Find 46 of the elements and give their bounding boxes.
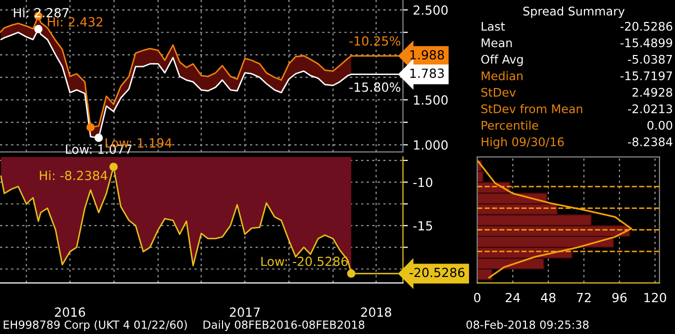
category-label: StDev from Mean — [481, 104, 582, 114]
category-label: Mean — [482, 38, 512, 48]
annotation: Hi: -8.2384 — [40, 170, 108, 180]
x-tick-label: 96 — [612, 292, 627, 302]
text: -15.4899 — [620, 38, 672, 48]
y-tick-label: 1.500 — [414, 95, 448, 105]
category-label: High 09/30/16 — [482, 137, 564, 149]
x-tick-label: 2018 — [361, 307, 392, 317]
text: 08-Feb-2018 09:25:38 — [466, 320, 589, 329]
y-tick-label: 2.500 — [414, 5, 448, 15]
category-label: Last — [482, 22, 505, 31]
x-tick-label: 2017 — [230, 307, 260, 317]
annotation: Hi: 2.432 — [48, 16, 102, 27]
text: Daily 08FEB2016-08FEB2018 — [204, 320, 364, 332]
x-tick-label: 0 — [474, 292, 480, 302]
y-tick-label: 1.000 — [414, 140, 448, 150]
annotation: 1.783 — [410, 68, 444, 78]
text: -2.0213 — [628, 104, 672, 114]
y-tick-label: -15 — [413, 221, 432, 231]
text: -20.5286 — [620, 22, 672, 31]
x-tick-label: 24 — [506, 292, 520, 302]
annotation: Hi: 2.287 — [14, 8, 68, 18]
annotation: Low: -20.5286 — [261, 256, 348, 266]
text: 2.4928 — [632, 88, 672, 97]
text: -5.0387 — [628, 54, 672, 64]
x-tick-label: 120 — [644, 292, 666, 302]
point — [34, 24, 42, 34]
y-tick-label: -10 — [413, 178, 432, 188]
category-label: Median — [482, 71, 523, 80]
text: 0.00 — [647, 120, 672, 130]
annotation: 1.988 — [410, 50, 444, 60]
annotation: -15.80% — [349, 82, 400, 92]
point — [86, 123, 95, 132]
text: -20.5286 — [410, 268, 464, 278]
x-tick-label: 2016 — [54, 307, 86, 317]
category-label: Percentile — [482, 120, 538, 130]
x-tick-label: 48 — [541, 292, 556, 302]
annotation: -10.25% — [349, 36, 400, 46]
category-label: Off Avg — [481, 54, 523, 66]
x-tick-label: 72 — [576, 292, 591, 302]
text: -8.2384 — [628, 137, 672, 146]
text: -15.7197 — [620, 71, 672, 80]
point — [94, 134, 103, 142]
category-label: StDev — [481, 88, 516, 97]
text: EH998789 Corp (UKT 4 01/22/60) — [4, 320, 187, 332]
text: Spread Summary — [523, 6, 625, 18]
